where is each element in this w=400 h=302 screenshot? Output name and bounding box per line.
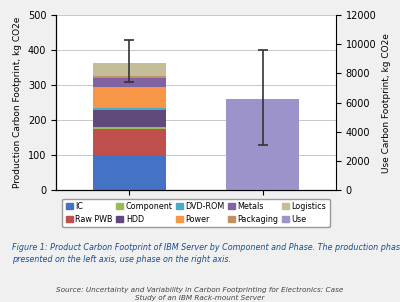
Bar xyxy=(93,155,166,190)
Text: Figure 1: Product Carbon Footprint of IBM Server by Component and Phase. The pro: Figure 1: Product Carbon Footprint of IB… xyxy=(12,243,400,264)
Bar xyxy=(93,76,166,78)
Bar xyxy=(93,111,166,127)
Bar xyxy=(93,78,166,87)
Legend: IC, Raw PWB, Component, HDD, DVD-ROM, Power, Metals, Packaging, Logistics, Use: IC, Raw PWB, Component, HDD, DVD-ROM, Po… xyxy=(62,199,330,227)
Bar xyxy=(226,99,299,190)
Y-axis label: Production Carbon Footprint, kg CO2e: Production Carbon Footprint, kg CO2e xyxy=(13,17,22,188)
Bar xyxy=(93,127,166,129)
Bar xyxy=(93,108,166,111)
Bar xyxy=(93,63,166,76)
Text: Source: Uncertainty and Variability in Carbon Footprinting for Electronics: Case: Source: Uncertainty and Variability in C… xyxy=(56,287,344,301)
Y-axis label: Use Carbon Footprint, kg CO2e: Use Carbon Footprint, kg CO2e xyxy=(382,33,391,173)
Bar xyxy=(93,87,166,108)
Bar xyxy=(93,129,166,155)
